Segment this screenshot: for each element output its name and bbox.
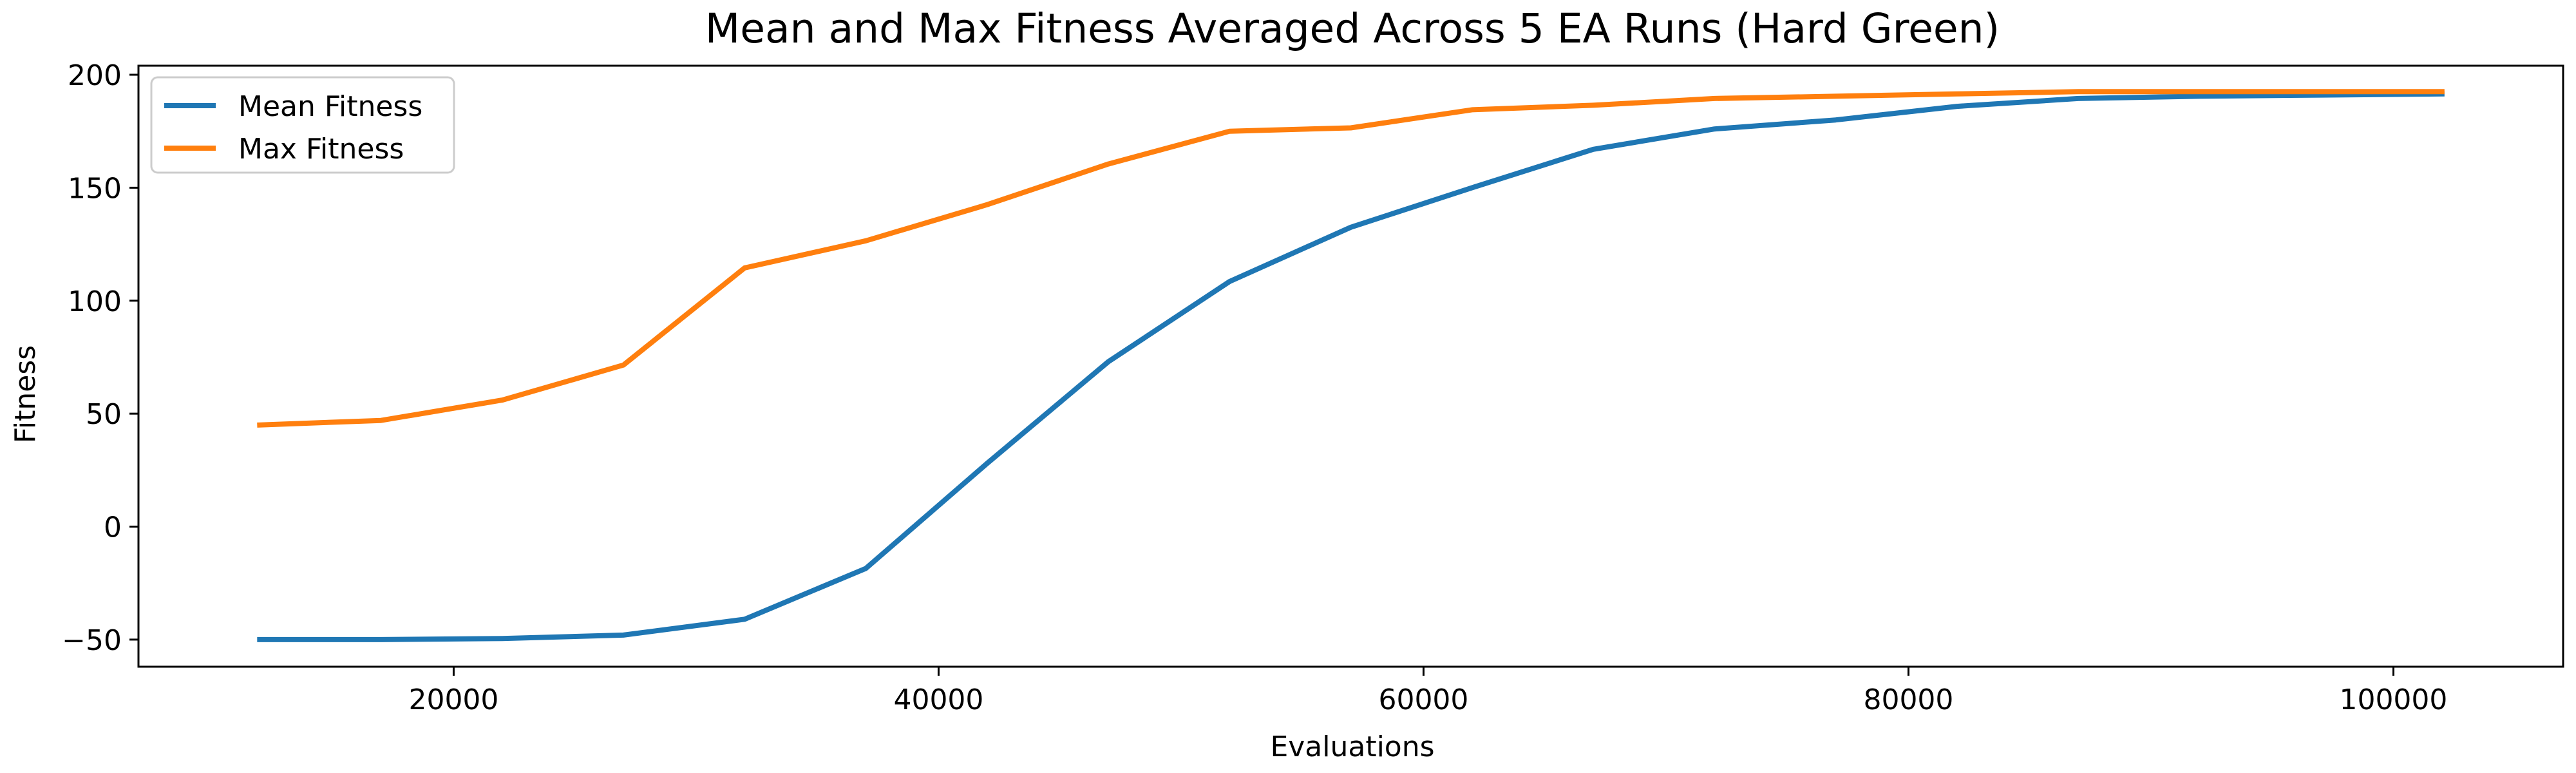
x-tick-label: 20000 (408, 683, 498, 716)
x-tick-label: 80000 (1863, 683, 1953, 716)
x-tick-label: 60000 (1378, 683, 1468, 716)
legend: Mean Fitness Max Fitness (150, 76, 455, 174)
plot-area (257, 89, 2445, 642)
x-tick-label: 100000 (2339, 683, 2447, 716)
y-tick-label: 200 (68, 59, 122, 92)
y-tick-label: −50 (62, 624, 122, 657)
plot-frame (137, 64, 2564, 668)
y-tick-label: 150 (68, 172, 122, 205)
y-tick-label: 50 (86, 398, 122, 431)
x-axis-label: Evaluations (1270, 730, 1434, 763)
legend-label: Max Fitness (238, 133, 404, 166)
series-line-mean-fitness (257, 91, 2445, 642)
chart-title: Mean and Max Fitness Averaged Across 5 E… (705, 5, 2000, 52)
y-tick-label: 0 (104, 511, 122, 544)
y-tick-label: 100 (68, 285, 122, 318)
axes: 20000 40000 60000 80000 100000 −50 0 50 100 150 20… (62, 59, 2564, 716)
legend-label: Mean Fitness (238, 90, 422, 123)
legend-box (150, 76, 455, 174)
series-line-max-fitness (257, 89, 2445, 428)
x-tick-label: 40000 (893, 683, 983, 716)
y-axis-label: Fitness (9, 345, 42, 443)
